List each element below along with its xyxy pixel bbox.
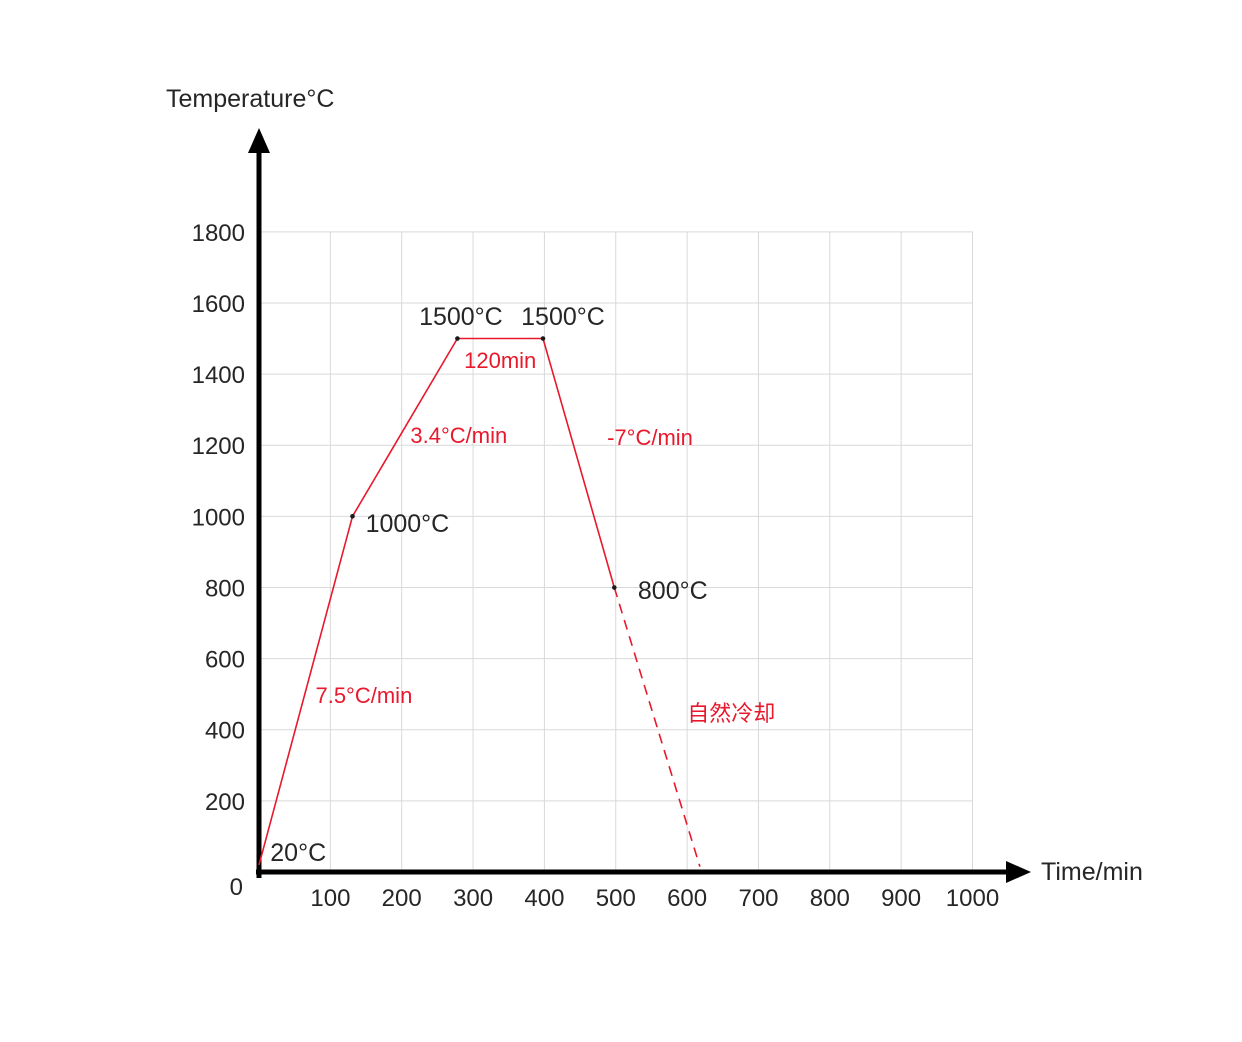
- y-axis-title: Temperature°C: [166, 85, 334, 113]
- x-tick-label: 600: [667, 885, 707, 912]
- x-tick-label: 300: [453, 885, 493, 912]
- x-tick-label: 1000: [946, 885, 999, 912]
- tick-labels: 100 200 300 400 500 600 700 800 900 1000 200 400 600…: [192, 220, 1000, 912]
- y-tick-label: 1800: [192, 220, 245, 247]
- annotation: 7.5°C/min: [315, 683, 412, 708]
- point-label: 1000°C: [366, 510, 450, 538]
- series: [258, 337, 701, 867]
- origin-tick-label: 0: [230, 874, 243, 901]
- y-tick-label: 1600: [192, 291, 245, 318]
- point-label: 1500°C: [419, 303, 503, 331]
- y-axis-arrow: [248, 128, 270, 153]
- point-labels: 20°C 1000°C 1500°C 1500°C 800°C: [270, 303, 707, 867]
- annotations: 7.5°C/min 3.4°C/min 120min -7°C/min 自然冷却: [315, 348, 775, 726]
- x-tick-label: 200: [382, 885, 422, 912]
- series-line-heating-profile: [258, 337, 616, 866]
- x-tick-label: 800: [810, 885, 850, 912]
- data-point-marker: [350, 514, 355, 519]
- y-tick-label: 600: [205, 647, 245, 674]
- y-tick-label: 800: [205, 576, 245, 603]
- annotation: 120min: [464, 348, 536, 373]
- point-label: 20°C: [270, 839, 326, 867]
- y-tick-label: 200: [205, 789, 245, 816]
- series-line-natural-cooling: [613, 587, 701, 867]
- annotation: -7°C/min: [607, 425, 693, 450]
- data-point-marker: [612, 585, 617, 590]
- grid: [259, 231, 973, 872]
- y-tick-label: 1000: [192, 504, 245, 531]
- x-axis-title: Time/min: [1041, 858, 1143, 886]
- x-tick-label: 700: [738, 885, 778, 912]
- axes: [248, 128, 1031, 883]
- x-tick-label: 900: [881, 885, 921, 912]
- point-label: 1500°C: [521, 303, 605, 331]
- x-axis-arrow: [1006, 861, 1031, 883]
- annotation: 自然冷却: [687, 701, 775, 726]
- y-tick-label: 1400: [192, 362, 245, 389]
- data-point-marker: [540, 336, 546, 341]
- y-tick-label: 1200: [192, 433, 245, 460]
- y-tick-label: 400: [205, 718, 245, 745]
- markers: [350, 336, 617, 590]
- x-tick-label: 500: [596, 885, 636, 912]
- x-tick-label: 400: [524, 885, 564, 912]
- annotation: 3.4°C/min: [410, 423, 507, 448]
- x-tick-label: 100: [310, 885, 350, 912]
- point-label: 800°C: [638, 577, 708, 605]
- data-point-marker: [455, 336, 460, 341]
